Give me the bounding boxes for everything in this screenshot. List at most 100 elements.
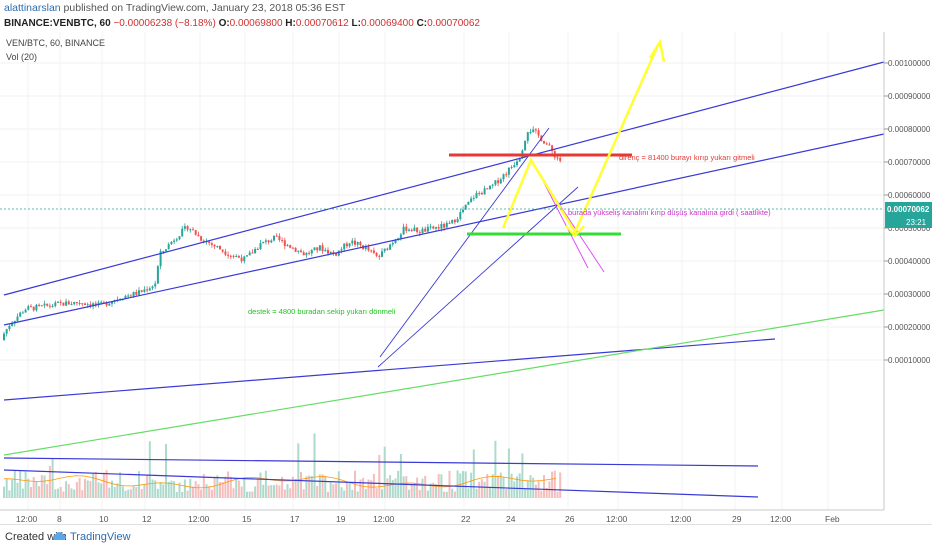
- volume-bar: [208, 486, 211, 498]
- candle-body: [426, 226, 429, 232]
- candle-body: [105, 302, 108, 306]
- candle-body: [343, 243, 346, 250]
- candle-body: [35, 304, 38, 311]
- volume-bar: [105, 470, 108, 498]
- volume-bar: [343, 490, 346, 498]
- volume-bar: [381, 489, 383, 498]
- candle-body: [216, 246, 219, 248]
- volume-bar: [11, 479, 14, 498]
- tradingview-cloud-icon: [53, 532, 66, 540]
- candle-body: [445, 222, 448, 228]
- candle-body: [65, 301, 68, 306]
- candle-body: [183, 226, 186, 229]
- candle-body: [289, 245, 292, 248]
- volume-bar: [516, 476, 518, 498]
- volume-bar: [489, 487, 491, 498]
- volume-bar: [359, 479, 362, 498]
- volume-bar: [305, 476, 308, 498]
- candle-body: [229, 255, 232, 257]
- candle-body: [324, 249, 327, 252]
- price-tick-label: 0.00010000: [888, 356, 931, 365]
- candle-body: [127, 295, 130, 297]
- candle-body: [224, 251, 227, 255]
- volume-bar: [389, 475, 392, 498]
- candle-body: [235, 256, 238, 258]
- volume-bar: [553, 470, 556, 498]
- volume-bar: [375, 488, 378, 498]
- volume-ma-line: [3, 475, 557, 489]
- candle-body: [3, 333, 5, 341]
- volume-bar: [197, 484, 200, 498]
- candle-body: [537, 130, 540, 136]
- candle-body: [459, 212, 462, 220]
- volume-bar: [410, 484, 413, 498]
- price-chart[interactable]: direnç = 81400 burayı kırıp yukarı gitme…: [0, 32, 932, 524]
- candle-body: [302, 252, 305, 256]
- candle-body: [435, 227, 437, 229]
- candle-body: [559, 157, 562, 161]
- candle-body: [316, 247, 319, 251]
- volume-bar: [405, 476, 408, 498]
- candle-body: [38, 304, 41, 306]
- price-axis[interactable]: 0.00100000 0.00090000 0.00080000 0.00070000…: [883, 32, 932, 510]
- low-label: L:: [351, 18, 361, 29]
- volume-bar: [94, 471, 97, 498]
- volume-bar: [332, 484, 335, 498]
- candle-body: [267, 240, 270, 243]
- volume-bar: [313, 433, 316, 498]
- volume-bar: [13, 470, 16, 498]
- price-tick-label: 0.00030000: [888, 290, 931, 299]
- time-tick-label: 12:00: [606, 514, 628, 524]
- candle-body: [283, 240, 286, 247]
- time-tick-label: 12:00: [16, 514, 38, 524]
- volume-bar: [451, 488, 454, 498]
- candle-body: [470, 198, 473, 202]
- volume-bar: [262, 484, 265, 498]
- volume-bar: [316, 485, 319, 498]
- candle-body: [232, 255, 235, 257]
- candle-body: [270, 240, 273, 243]
- resistance-annotation: direnç = 81400 burayı kırıp yukarı gitme…: [619, 153, 755, 162]
- volume-bar: [124, 490, 127, 498]
- volume-bar: [302, 489, 305, 498]
- candle-body: [132, 291, 135, 297]
- volume-bar: [246, 491, 248, 498]
- volume-bar: [300, 471, 302, 498]
- candle-body: [551, 145, 554, 152]
- candle-body: [440, 224, 443, 229]
- volume-bar: [183, 479, 186, 498]
- price-tick-label: 0.00100000: [888, 59, 931, 68]
- volume-bar: [65, 481, 68, 498]
- legend-volume: Vol (20): [6, 52, 37, 62]
- candle-body: [389, 244, 392, 250]
- volume-bar: [175, 491, 178, 498]
- close-label: C:: [416, 18, 428, 29]
- volume-bar: [86, 480, 89, 498]
- volume-bar: [135, 486, 138, 498]
- candle-body: [502, 174, 505, 180]
- candle-body: [451, 219, 454, 224]
- volume-bar: [237, 480, 240, 498]
- candle-body: [526, 132, 529, 141]
- candle-body: [92, 303, 95, 307]
- candle-body: [16, 316, 19, 321]
- candle-body: [32, 306, 35, 311]
- volume-bar: [143, 484, 146, 498]
- candle-body: [27, 306, 30, 310]
- volume-bar: [421, 478, 424, 498]
- volume-bar: [370, 480, 373, 498]
- candle-body: [329, 251, 332, 254]
- candle-body: [448, 222, 451, 224]
- author-link[interactable]: alattinarslan: [4, 2, 61, 14]
- last-price-badge: [885, 202, 932, 216]
- candle-body: [505, 174, 508, 176]
- candle-body: [294, 247, 297, 252]
- tradingview-brand[interactable]: TradingView: [70, 531, 131, 543]
- time-axis[interactable]: 12:00 8 10 12 12:00 15 17 19 12:00 22 24 26 12:00 12:…: [0, 509, 884, 524]
- candle-body: [186, 226, 189, 230]
- volume-bar: [551, 471, 554, 498]
- candle-body: [167, 244, 170, 250]
- volume-bar: [459, 473, 462, 498]
- volume-bar: [467, 488, 470, 498]
- volume-bar: [335, 483, 338, 498]
